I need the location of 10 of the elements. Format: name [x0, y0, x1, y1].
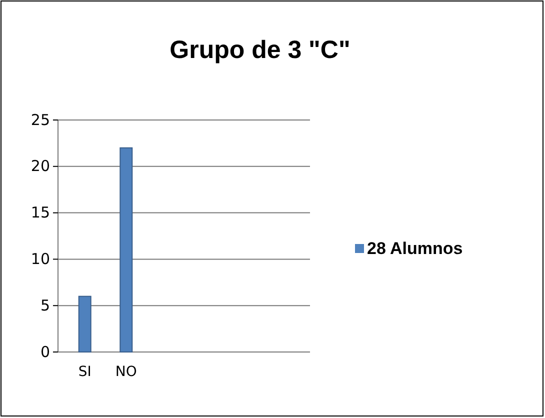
x-tick-label: SI	[78, 364, 92, 380]
y-tick-label: 20	[30, 157, 50, 176]
y-tick-label: 0	[40, 342, 50, 361]
y-tick-label: 25	[30, 110, 50, 129]
y-tick-label: 5	[40, 296, 50, 314]
y-tick-label: 15	[30, 204, 50, 222]
text: Grupo de 3 "C"	[170, 36, 350, 64]
legend-label: 28 Alumnos	[367, 239, 463, 258]
x-tick-label: NO	[115, 364, 137, 380]
y-tick-label: 10	[30, 250, 50, 268]
